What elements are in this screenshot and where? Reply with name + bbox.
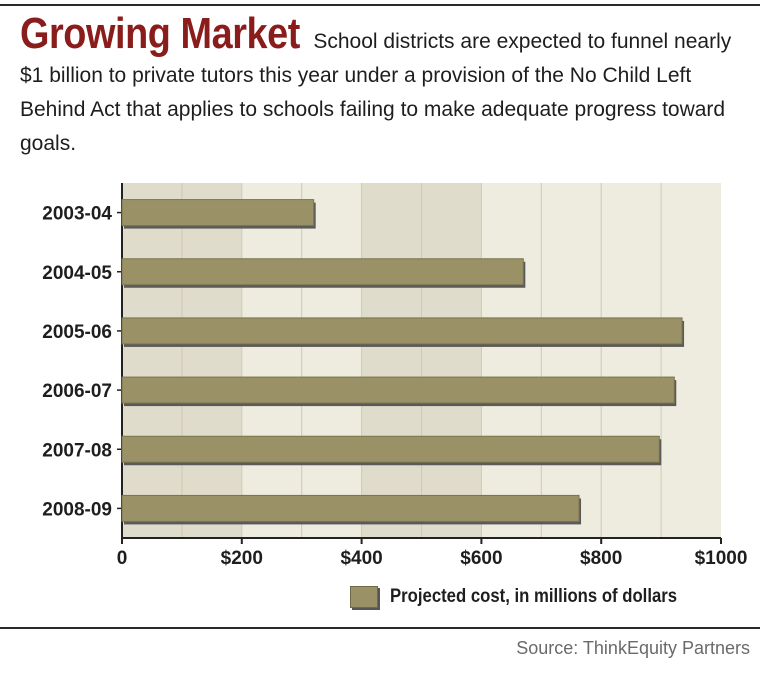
background-band (301, 183, 362, 538)
source-note: Source: ThinkEquity Partners (516, 638, 750, 658)
bar (121, 258, 524, 286)
bar (121, 435, 660, 463)
bar (121, 376, 675, 404)
category-label: 2008-09 (42, 499, 112, 520)
chart-title: Growing Market (20, 9, 300, 58)
category-label: 2004-05 (42, 263, 112, 284)
legend-label: Projected cost, in millions of dollars (390, 586, 678, 607)
background-band (241, 183, 302, 538)
chart-subtitle: School districts are expected to funnel … (20, 30, 732, 155)
legend-swatch (350, 586, 378, 608)
category-label: 2003-04 (42, 204, 112, 225)
top-rule (0, 4, 760, 6)
legend: Projected cost, in millions of dollars (350, 585, 716, 609)
background-band (421, 183, 482, 538)
category-label: 2005-06 (42, 322, 112, 343)
bar (121, 317, 683, 345)
background-band (361, 183, 422, 538)
x-tick-label: $800 (580, 548, 622, 569)
background-band (661, 183, 721, 538)
x-tick-label: $400 (340, 548, 382, 569)
x-tick-label: $1000 (695, 548, 748, 569)
background-band (541, 183, 602, 538)
header: Growing Market School districts are expe… (20, 12, 745, 161)
background-band (601, 183, 662, 538)
x-tick-label: $600 (460, 548, 502, 569)
bottom-rule (0, 627, 760, 629)
background-band (181, 183, 242, 538)
category-label: 2007-08 (42, 440, 112, 461)
background-band (481, 183, 542, 538)
x-tick-label: $200 (221, 548, 263, 569)
bar (121, 199, 315, 227)
bar-chart: 0 $200 $400 $600 $800 $1000 2003-04 2004-05 2005… (42, 183, 748, 569)
background-band (122, 183, 182, 538)
category-label: 2006-07 (42, 381, 112, 402)
x-tick-label: 0 (117, 548, 128, 569)
bar (121, 494, 580, 522)
